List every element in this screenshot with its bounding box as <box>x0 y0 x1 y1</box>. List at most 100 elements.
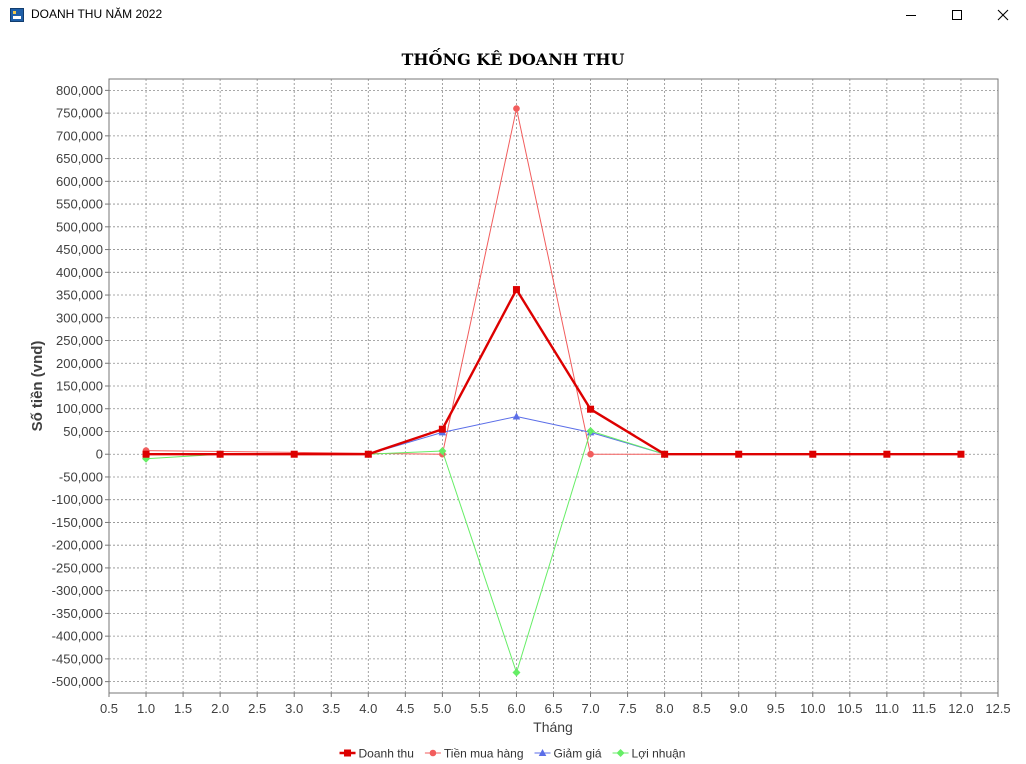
x-tick-label: 8.5 <box>693 701 711 716</box>
x-tick-label: 11.0 <box>875 701 899 716</box>
y-tick-label: 200,000 <box>56 356 103 371</box>
data-point <box>587 450 594 458</box>
y-tick-label: 600,000 <box>56 174 103 189</box>
y-tick-label: -150,000 <box>52 515 103 530</box>
maximize-icon <box>952 10 962 20</box>
y-tick-label: 700,000 <box>56 128 103 143</box>
y-tick-label: 0 <box>96 447 103 462</box>
y-tick-label: 300,000 <box>56 310 103 325</box>
x-tick-label: 3.5 <box>322 701 340 716</box>
x-tick-label: 9.0 <box>730 701 748 716</box>
x-tick-label: 8.0 <box>656 701 674 716</box>
close-button[interactable] <box>980 0 1026 30</box>
y-tick-label: -350,000 <box>52 606 103 621</box>
legend-marker <box>616 749 625 757</box>
x-tick-label: 2.5 <box>248 701 266 716</box>
data-point <box>142 450 150 458</box>
chart-panel: THỐNG KÊ DOANH THU 800,000 750,000 700,000… <box>29 47 1011 761</box>
data-point <box>438 425 446 433</box>
y-tick-label: 400,000 <box>56 265 103 280</box>
legend-marker <box>538 749 547 756</box>
y-tick-label: -200,000 <box>52 538 103 553</box>
y-axis-title: Số tiền (vnd) <box>29 341 46 432</box>
x-tick-label: 5.0 <box>433 701 451 716</box>
chart-legend: Doanh thu Tiền mua hàng Giảm giá Lợi nhuận <box>339 747 686 761</box>
minimize-icon <box>906 15 916 16</box>
legend-label: Tiền mua hàng <box>444 747 524 761</box>
legend-item: Tiền mua hàng <box>424 747 524 761</box>
x-tick-label: 12.0 <box>948 701 973 716</box>
data-point <box>809 450 817 458</box>
y-tick-label: 450,000 <box>56 242 103 257</box>
data-point <box>661 450 669 458</box>
chart-grid <box>108 79 999 693</box>
series-line <box>146 288 961 456</box>
y-tick-label: -450,000 <box>52 651 103 666</box>
x-tick-label: 3.0 <box>285 701 303 716</box>
title-bar[interactable]: DOANH THU NĂM 2022 <box>0 0 1026 30</box>
minimize-button[interactable] <box>888 0 934 30</box>
y-tick-label: 800,000 <box>56 83 103 98</box>
legend-item: Lợi nhuận <box>612 747 686 761</box>
data-point <box>513 105 520 112</box>
y-tick-label: 750,000 <box>56 106 103 121</box>
y-tick-label: -50,000 <box>59 469 103 484</box>
legend-marker <box>429 749 437 757</box>
x-tick-label: 9.5 <box>767 701 785 716</box>
y-tick-label: -300,000 <box>52 583 103 598</box>
series-doanh-thu <box>142 286 965 458</box>
x-tick-label: 11.5 <box>912 701 936 716</box>
x-tick-label: 6.0 <box>507 701 525 716</box>
y-tick-label: -400,000 <box>52 629 103 644</box>
y-tick-label: 550,000 <box>56 197 103 212</box>
x-tick-label: 4.5 <box>396 701 414 716</box>
x-tick-label: 1.0 <box>137 701 155 716</box>
y-tick-label: -100,000 <box>52 492 103 507</box>
data-point <box>438 447 447 456</box>
data-point <box>883 450 891 458</box>
x-tick-label: 2.0 <box>211 701 229 716</box>
y-tick-label: 500,000 <box>56 219 103 234</box>
x-tick-label: 1.5 <box>174 701 192 716</box>
legend-marker <box>344 749 352 757</box>
legend-label: Lợi nhuận <box>632 747 686 761</box>
data-point <box>957 450 965 458</box>
y-tick-label: 100,000 <box>56 401 103 416</box>
x-tick-label: 10.0 <box>800 701 825 716</box>
x-axis-title: Tháng <box>533 719 573 735</box>
y-tick-label: 150,000 <box>56 379 103 394</box>
x-tick-label: 5.5 <box>470 701 488 716</box>
data-point <box>512 412 521 420</box>
x-tick-label: 0.5 <box>100 701 118 716</box>
y-tick-label: 50,000 <box>63 424 103 439</box>
y-tick-label: 350,000 <box>56 288 103 303</box>
data-point <box>586 427 595 436</box>
data-point <box>587 405 595 413</box>
close-icon <box>997 9 1009 21</box>
data-point <box>735 450 743 458</box>
y-tick-label: 650,000 <box>56 151 103 166</box>
x-tick-label: 12.5 <box>985 701 1010 716</box>
data-point <box>290 450 298 458</box>
maximize-button[interactable] <box>934 0 980 30</box>
chart-title: THỐNG KÊ DOANH THU <box>401 47 624 69</box>
y-tick-label: -250,000 <box>52 560 103 575</box>
data-point <box>512 668 521 677</box>
data-point <box>512 286 520 294</box>
legend-label: Doanh thu <box>359 747 414 761</box>
chart-app-icon <box>10 8 24 22</box>
chart-series <box>142 105 965 677</box>
data-point <box>364 450 372 458</box>
data-point <box>216 450 224 458</box>
y-axis-ticks: 800,000 750,000 700,000 650,000 600,000 550,0… <box>52 83 109 689</box>
x-axis-ticks: 0.5 1.0 1.5 2.0 2.5 3.0 3.5 4.0 4.5 5.0 5.5 6.0 6.5 7… <box>100 693 1011 716</box>
x-tick-label: 10.5 <box>837 701 862 716</box>
x-tick-label: 4.0 <box>359 701 377 716</box>
legend-label: Giảm giá <box>554 747 602 761</box>
x-tick-label: 6.5 <box>544 701 562 716</box>
legend-item: Doanh thu <box>339 747 414 761</box>
x-tick-label: 7.0 <box>582 701 600 716</box>
y-tick-label: 250,000 <box>56 333 103 348</box>
x-tick-label: 7.5 <box>619 701 637 716</box>
